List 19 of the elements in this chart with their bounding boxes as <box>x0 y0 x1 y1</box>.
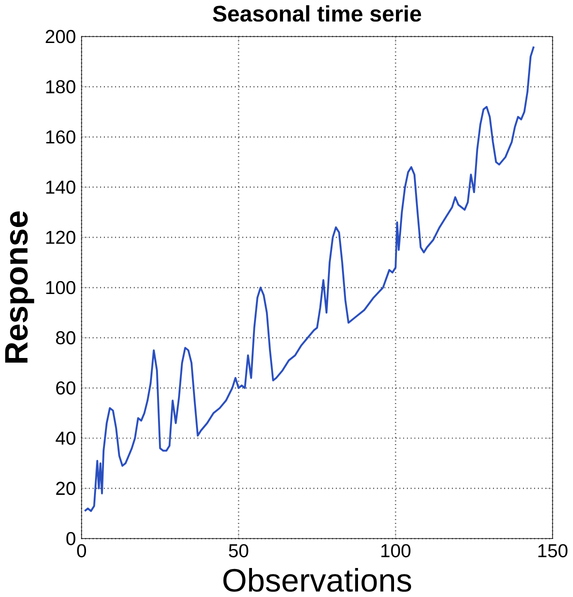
y-tick-label: 200 <box>46 30 76 44</box>
x-tick-label: 0 <box>76 544 86 558</box>
y-tick-label: 80 <box>56 331 76 344</box>
y-tick-label: 60 <box>56 381 76 395</box>
y-tick-label: 20 <box>56 482 76 495</box>
y-tick-label: 0 <box>66 532 76 546</box>
line-series <box>84 46 534 512</box>
y-tick-label: 100 <box>46 280 76 294</box>
x-axis-title: Observations <box>223 568 411 592</box>
y-tick-label: 120 <box>46 230 76 244</box>
y-tick-label: 160 <box>46 130 76 144</box>
x-tick-label: 100 <box>381 544 410 558</box>
x-tick-label: 50 <box>228 544 248 558</box>
x-tick-label: 150 <box>538 544 568 558</box>
y-tick-label: 40 <box>56 432 76 445</box>
y-tick-label: 140 <box>46 180 76 194</box>
y-axis-title: Response <box>5 211 34 363</box>
chart-title: Seasonal time serie <box>212 5 421 22</box>
y-tick-label: 180 <box>46 80 76 94</box>
